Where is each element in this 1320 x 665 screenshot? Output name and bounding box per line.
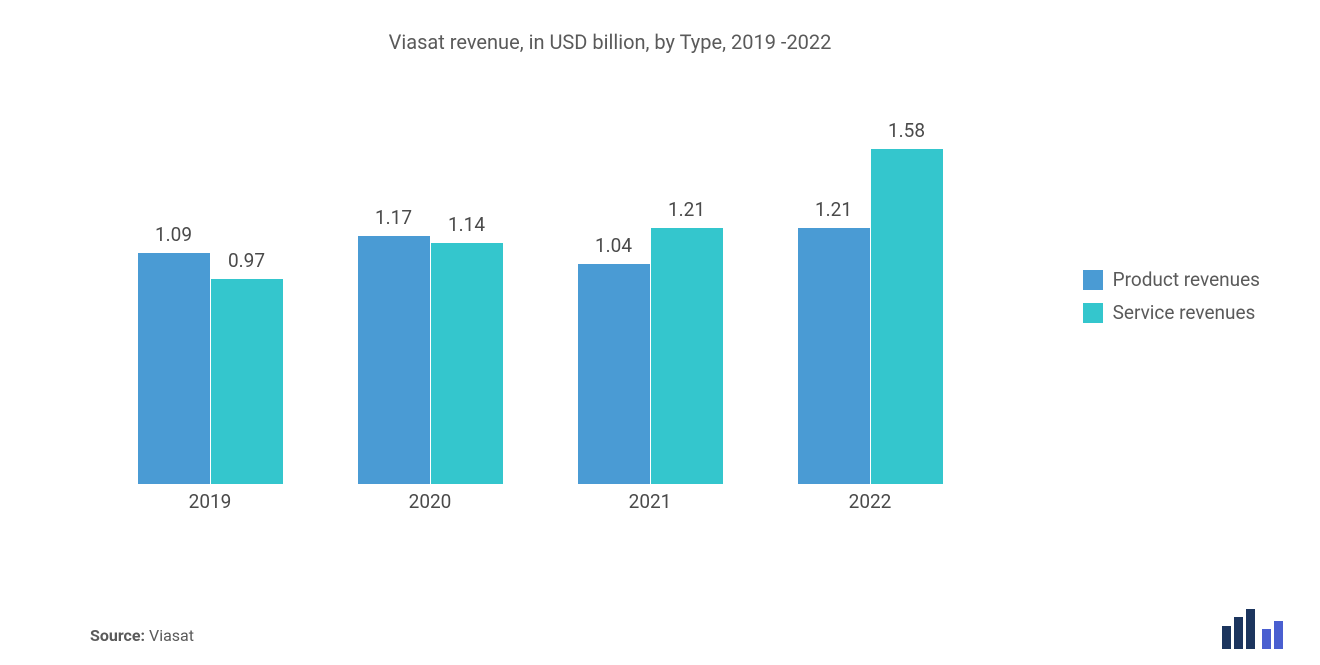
legend: Product revenues Service revenues [1083, 268, 1260, 324]
year-group: 1.171.14 [358, 236, 503, 484]
bar-value-label: 1.04 [595, 234, 632, 257]
bar-value-label: 1.58 [888, 119, 925, 142]
legend-swatch [1083, 270, 1103, 290]
logo-icon [1222, 609, 1290, 649]
x-axis-label: 2021 [578, 484, 723, 524]
chart-container: Viasat revenue, in USD billion, by Type,… [90, 30, 1230, 610]
legend-label: Service revenues [1113, 301, 1256, 324]
bar: 1.17 [358, 236, 430, 484]
bars-row: 1.090.971.171.141.041.211.211.58 [100, 124, 980, 484]
legend-item: Service revenues [1083, 301, 1260, 324]
x-axis: 2019 2020 2021 2022 [100, 484, 980, 524]
bar-value-label: 1.09 [155, 223, 192, 246]
x-axis-label: 2019 [138, 484, 283, 524]
source-label: Source: [90, 626, 145, 645]
bar-value-label: 1.21 [815, 198, 852, 221]
bar: 1.09 [138, 253, 210, 484]
bar-value-label: 1.21 [668, 198, 705, 221]
brand-logo [1222, 609, 1290, 649]
bar: 1.21 [798, 228, 870, 484]
bar-value-label: 0.97 [228, 249, 265, 272]
legend-swatch [1083, 303, 1103, 323]
bar: 1.58 [871, 149, 943, 484]
plot-area: 1.090.971.171.141.041.211.211.58 2019202… [100, 104, 980, 524]
year-group: 1.041.21 [578, 228, 723, 484]
bar: 1.14 [431, 243, 503, 484]
bar-value-label: 1.14 [448, 213, 485, 236]
source-value: Viasat [149, 626, 194, 645]
year-group: 1.211.58 [798, 149, 943, 484]
source-row: Source: Viasat [90, 626, 194, 645]
year-group: 1.090.97 [138, 253, 283, 484]
legend-label: Product revenues [1113, 268, 1260, 291]
chart-title: Viasat revenue, in USD billion, by Type,… [0, 30, 1230, 54]
x-axis-label: 2022 [798, 484, 943, 524]
bar-value-label: 1.17 [375, 206, 412, 229]
bar: 1.21 [651, 228, 723, 484]
bar: 0.97 [211, 279, 283, 484]
x-axis-label: 2020 [358, 484, 503, 524]
legend-item: Product revenues [1083, 268, 1260, 291]
bar: 1.04 [578, 264, 650, 484]
